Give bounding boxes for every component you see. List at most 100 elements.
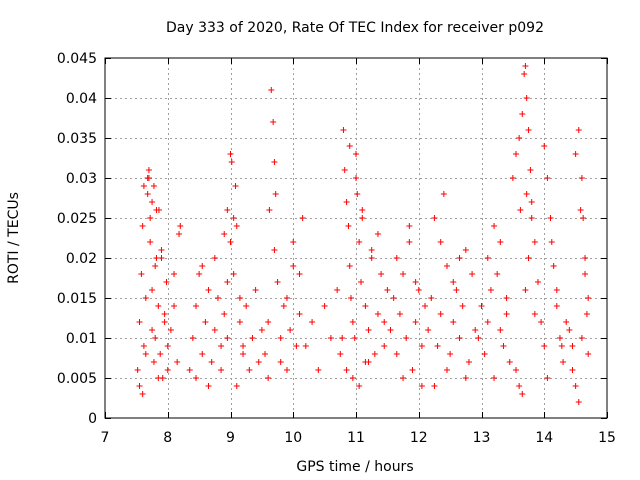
data-point — [277, 359, 284, 365]
data-point — [233, 223, 240, 229]
data-point — [327, 335, 334, 341]
data-point — [503, 311, 510, 317]
y-tick-label: 0.01 — [66, 331, 97, 347]
data-point — [280, 303, 287, 309]
data-point — [523, 95, 530, 101]
data-point — [582, 255, 589, 261]
data-point — [354, 191, 361, 197]
data-point — [563, 319, 570, 325]
data-point — [136, 383, 143, 389]
data-point — [450, 279, 457, 285]
data-point — [287, 327, 294, 333]
data-point — [258, 327, 265, 333]
data-point — [150, 359, 157, 365]
data-point — [475, 335, 482, 341]
data-point — [341, 167, 348, 173]
data-point — [513, 151, 520, 157]
data-point — [418, 343, 425, 349]
data-point — [205, 383, 212, 389]
data-point — [196, 271, 203, 277]
data-point — [155, 303, 162, 309]
data-point — [345, 223, 352, 229]
data-point — [272, 191, 279, 197]
data-point — [356, 239, 363, 245]
data-point — [164, 343, 171, 349]
data-point — [296, 271, 303, 277]
data-point — [374, 231, 381, 237]
data-point — [585, 351, 592, 357]
data-point — [556, 335, 563, 341]
data-point — [393, 351, 400, 357]
data-point — [519, 391, 526, 397]
data-point — [525, 127, 532, 133]
data-point — [270, 119, 277, 125]
data-point — [487, 287, 494, 293]
data-point — [453, 287, 460, 293]
data-point — [443, 263, 450, 269]
data-point — [384, 287, 391, 293]
data-point — [522, 63, 529, 69]
data-point — [462, 247, 469, 253]
data-point — [176, 231, 183, 237]
data-point — [161, 319, 168, 325]
data-point — [572, 151, 579, 157]
y-tick-label: 0.045 — [57, 51, 97, 67]
data-point — [412, 319, 419, 325]
data-point — [484, 255, 491, 261]
data-point — [528, 215, 535, 221]
x-tick-label: 8 — [163, 430, 172, 446]
data-point — [283, 295, 290, 301]
data-point — [164, 367, 171, 373]
data-point — [434, 343, 441, 349]
data-point — [147, 239, 154, 245]
data-point — [230, 215, 237, 221]
data-point — [227, 151, 234, 157]
data-point — [144, 175, 151, 181]
data-point — [149, 199, 156, 205]
data-point — [199, 351, 206, 357]
data-point — [337, 351, 344, 357]
x-tick-label: 7 — [101, 430, 110, 446]
data-point — [240, 351, 247, 357]
data-point — [192, 303, 199, 309]
data-point — [381, 343, 388, 349]
data-point — [544, 175, 551, 181]
data-point — [456, 255, 463, 261]
data-point — [315, 367, 322, 373]
data-point — [249, 335, 256, 341]
data-point — [153, 255, 160, 261]
data-point — [522, 287, 529, 293]
data-point — [534, 279, 541, 285]
data-point — [144, 191, 151, 197]
data-point — [202, 319, 209, 325]
data-point — [409, 367, 416, 373]
data-point — [538, 319, 545, 325]
data-point — [158, 247, 165, 253]
data-point — [575, 127, 582, 133]
data-point — [214, 295, 221, 301]
data-point — [321, 303, 328, 309]
y-tick-label: 0.04 — [66, 91, 97, 107]
x-axis-ticks: 7 8 9 10 11 12 13 14 15 — [101, 58, 616, 446]
data-point — [450, 319, 457, 325]
data-point — [558, 343, 565, 349]
data-point — [134, 367, 141, 373]
data-point — [412, 279, 419, 285]
data-point — [145, 167, 152, 173]
data-point — [211, 327, 218, 333]
y-tick-label: 0.03 — [66, 171, 97, 187]
data-points — [134, 63, 592, 405]
data-point — [519, 111, 526, 117]
data-point — [218, 367, 225, 373]
data-point — [365, 327, 372, 333]
data-point — [406, 223, 413, 229]
data-point — [491, 375, 498, 381]
data-point — [147, 215, 154, 221]
data-point — [431, 215, 438, 221]
data-point — [494, 271, 501, 277]
data-point — [265, 375, 272, 381]
data-point — [309, 319, 316, 325]
data-point — [497, 327, 504, 333]
data-point — [374, 311, 381, 317]
